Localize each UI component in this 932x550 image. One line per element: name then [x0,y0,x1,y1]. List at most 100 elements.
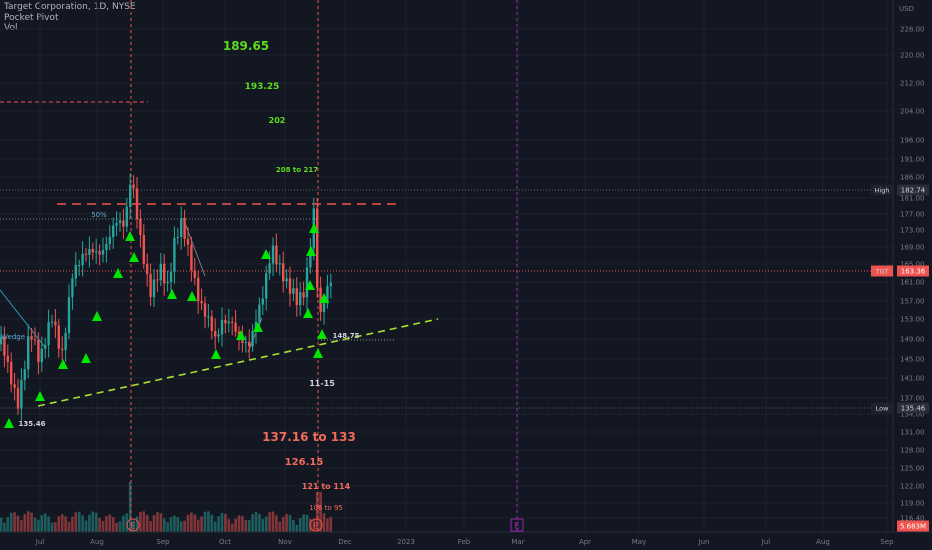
candle-body [6,355,9,363]
badge-tag-label: TGT [875,268,889,276]
candle-body [13,384,16,388]
target-193-label: 193.25 [245,82,280,92]
volume-bar [118,521,122,532]
candle-body [193,270,196,278]
volume-bar [81,515,84,532]
volume-bar [322,513,326,532]
text-annotations: 189.65 193.25 202 208 to 217 50% Wedge 135.46 1… [1,39,524,532]
volume-bar [176,517,180,532]
volume-bar [200,516,203,532]
candle-body [71,278,74,298]
candle-body [156,279,159,281]
time-tick-label: Oct [219,538,231,546]
candle-body [220,319,224,335]
candle-body [227,321,230,324]
pocket-pivot-triangle [81,353,91,363]
pocket-pivot-triangle [4,418,14,428]
volume-bar [329,517,333,532]
volume-bar [67,521,71,532]
candle-body [244,341,247,343]
price-axis[interactable]: USD 228.00 220.00 212.00 204.00 196.00 191.00 1… [871,0,932,550]
pocket-pivot-triangle [306,246,316,256]
time-tick-label: Sep [880,538,894,546]
price-tick-label: 165.00 [900,261,925,269]
badge-tag [871,265,893,277]
volume-bar [230,523,234,532]
candle-body [295,288,298,306]
symbol-title[interactable]: Target Corporation, 1D, NYSE [4,2,136,12]
price-badge [897,265,929,277]
price-tick-label: 204.00 [900,108,925,116]
volume-bar [207,511,210,532]
candle-body [98,251,101,255]
volume-bar [251,514,254,532]
candle-body [112,225,115,238]
downside-121-114-label: 121 to 114 [302,482,351,491]
volume-bar [169,517,173,532]
volume-bar [237,515,241,532]
volume-bar [281,517,285,532]
candle-body [186,239,190,245]
time-tick-label: Jul [35,538,45,546]
price-badge [897,402,929,414]
candle-body [231,321,234,323]
pocket-pivot-triangle [319,293,329,303]
pocket-pivot-signals [4,223,329,428]
volume-bar [94,512,98,532]
currency-label: USD [899,5,914,13]
volume-bar [91,511,95,532]
price-badge-value: 135.46 [901,405,926,413]
earnings-marker [309,518,323,532]
volume-bar [115,522,118,532]
candle-body [265,273,268,299]
candle-body [329,282,332,287]
price-tick-label: 122.00 [900,483,925,491]
volume-bar [88,514,91,532]
volume-bar [285,513,288,532]
time-tick-label: Nov [278,538,292,546]
candle-body [139,219,142,235]
volume-bar [33,517,37,532]
price-tick-label: 119.00 [900,500,925,508]
candle-body [108,237,111,244]
earnings-marker-label: E [313,522,318,531]
volume-bar [57,516,61,532]
volume-bar [84,520,88,532]
pocket-pivot-triangle [303,308,313,318]
price-tick-label: 228.00 [900,26,925,34]
candle-body [3,336,6,356]
volume-bar [271,511,275,532]
time-axis[interactable]: Jul Aug Sep Oct Nov Dec 2023 Feb Mar Apr May Jun Jul… [0,531,932,550]
volume-bar [98,517,101,532]
candle-body [84,253,88,255]
price-tick-label: 145.00 [900,356,925,364]
downside-137-133-label: 137.16 to 133 [262,430,356,444]
price-tick-label: 161.00 [900,279,925,287]
volume-bar [149,520,152,532]
time-tick-label: Jul [761,538,771,546]
pocket-pivot-triangle [167,289,177,299]
volume-bar [193,514,197,532]
time-tick-label: Apr [579,538,591,546]
price-tick-label: 137.00 [900,395,925,403]
price-tick-label: 116.40 [900,515,925,523]
volume-bar [71,516,74,532]
volume-bar [261,519,265,532]
volume-bar [210,514,214,532]
price-tick-label: 131.00 [900,429,925,437]
pocket-pivot-triangle [261,249,271,259]
indicator-pocket-pivot[interactable]: Pocket Pivot [4,12,59,23]
indicator-volume[interactable]: Vol [4,23,18,33]
candle-body [57,325,60,349]
pocket-pivot-triangle [35,391,45,401]
earnings-marker [510,518,524,532]
time-tick-label: May [632,538,646,546]
volume-bar [43,513,47,532]
price-tick-label: 128.00 [900,447,925,455]
pocket-pivot-triangle [253,322,263,332]
wedge-line [0,289,45,347]
volume-bar [295,524,299,532]
candle-body [95,251,98,253]
pocket-pivot-triangle [129,252,139,262]
